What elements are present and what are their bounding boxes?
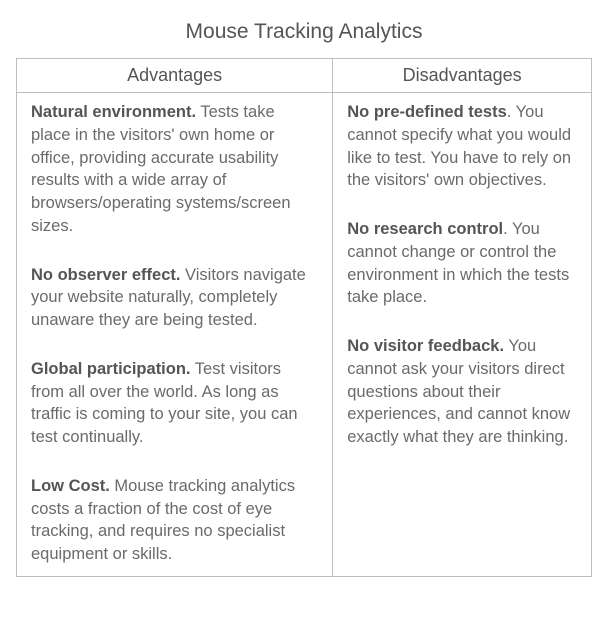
comparison-table: Advantages Disadvantages Natural environ… xyxy=(16,58,592,577)
item-lead: Global participation. xyxy=(31,360,191,378)
page-title: Mouse Tracking Analytics xyxy=(16,20,592,44)
list-item: Natural environment. Tests take place in… xyxy=(31,101,318,238)
item-body: Tests take place in the visitors' own ho… xyxy=(31,103,291,235)
item-lead: No observer effect. xyxy=(31,266,180,284)
list-item: Global participation. Test visitors from… xyxy=(31,358,318,449)
list-item: Low Cost. Mouse tracking analytics costs… xyxy=(31,475,318,566)
item-lead: No pre-defined tests xyxy=(347,103,507,121)
item-lead: Low Cost. xyxy=(31,477,110,495)
item-lead: No research control xyxy=(347,220,503,238)
list-item: No observer effect. Visitors navigate yo… xyxy=(31,264,318,332)
list-item: No visitor feedback. You cannot ask your… xyxy=(347,335,577,449)
list-item: No research control. You cannot change o… xyxy=(347,218,577,309)
item-lead: No visitor feedback. xyxy=(347,337,504,355)
col-header-advantages: Advantages xyxy=(17,59,333,93)
disadvantages-cell: No pre-defined tests. You cannot specify… xyxy=(333,93,592,577)
list-item: No pre-defined tests. You cannot specify… xyxy=(347,101,577,192)
advantages-cell: Natural environment. Tests take place in… xyxy=(17,93,333,577)
item-lead: Natural environment. xyxy=(31,103,196,121)
col-header-disadvantages: Disadvantages xyxy=(333,59,592,93)
